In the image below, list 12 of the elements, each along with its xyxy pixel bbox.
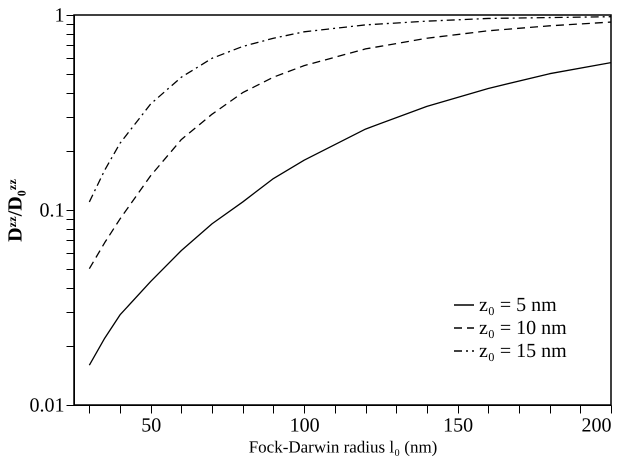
- y-tick-label: 0.01: [30, 394, 64, 416]
- x-tick-label: 200: [582, 414, 612, 436]
- legend-label: z₀ = 15 nm: [479, 340, 568, 362]
- x-tick-label: 50: [141, 414, 162, 436]
- y-tick-label: 0.1: [40, 200, 64, 222]
- y-axis-title: Dᶻᶻ/D₀ᶻᶻ: [4, 178, 26, 242]
- x-tick-label: 150: [443, 414, 474, 436]
- x-axis-title: Fock-Darwin radius l₀ (nm): [248, 438, 438, 456]
- legend-label: z₀ = 10 nm: [479, 317, 568, 339]
- y-tick-label: 1: [54, 4, 64, 26]
- x-tick-label: 100: [290, 414, 320, 436]
- legend-label: z₀ = 5 nm: [479, 294, 558, 316]
